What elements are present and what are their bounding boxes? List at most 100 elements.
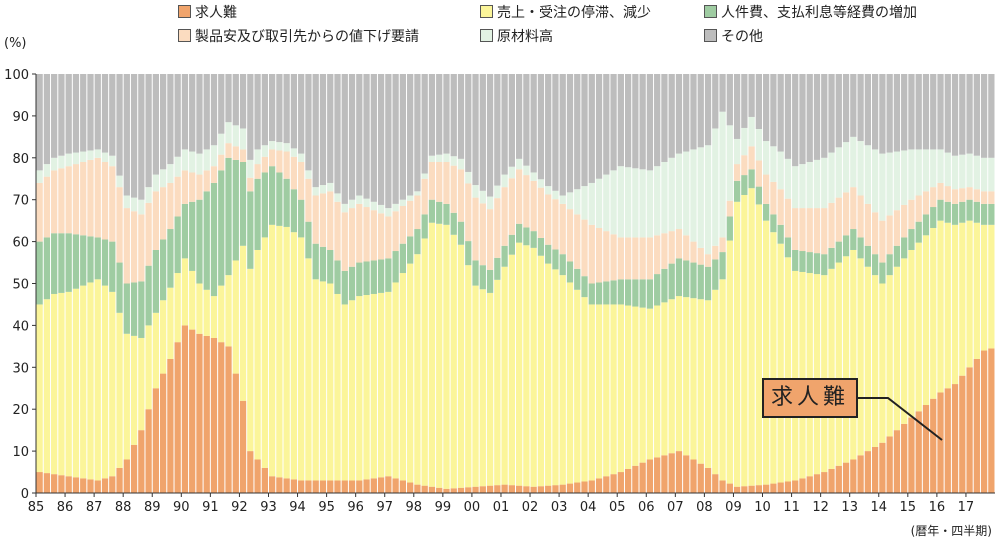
bar-segment <box>479 203 486 266</box>
bar-segment <box>94 149 101 158</box>
bar-segment <box>152 312 160 389</box>
bar-segment <box>116 467 123 493</box>
bar-segment <box>610 280 617 305</box>
bar-segment <box>232 373 239 493</box>
bar-segment <box>160 373 167 493</box>
bar-segment <box>457 221 465 245</box>
bar-segment <box>632 168 639 238</box>
bar-segment <box>966 187 973 200</box>
x-tick-label: 16 <box>929 500 946 515</box>
bar-segment <box>654 305 661 458</box>
bar-segment-other <box>683 74 690 152</box>
x-tick-label: 11 <box>783 500 800 515</box>
bar-segment <box>632 306 639 466</box>
bar-segment <box>167 358 174 493</box>
bar-segment <box>94 237 101 280</box>
bar-segment <box>617 279 624 305</box>
bar-segment <box>857 141 864 196</box>
bar-segment <box>298 480 305 493</box>
bar-segment <box>203 149 210 171</box>
bar-segment <box>508 234 515 255</box>
bar-segment <box>363 261 370 296</box>
bar-segment <box>777 151 784 190</box>
bar-segment <box>101 239 109 286</box>
legend-label: 売上・受注の停滞、減少 <box>497 5 651 21</box>
bar-segment <box>123 208 130 284</box>
bar-segment <box>65 233 72 292</box>
bar-segment <box>646 459 654 493</box>
legend-swatch <box>704 5 717 18</box>
y-tick-label: 100 <box>4 68 29 83</box>
bar-segment <box>232 146 239 160</box>
bar-segment-other <box>232 74 239 126</box>
x-tick-label: 95 <box>318 500 335 515</box>
legend-swatch <box>480 5 493 18</box>
bar-segment <box>821 208 828 255</box>
bar-segment <box>87 479 94 493</box>
bar-segment <box>465 183 472 242</box>
bar-segment <box>363 198 370 208</box>
bar-segment-other <box>501 74 508 175</box>
bar-segment <box>733 138 741 165</box>
bar-segment <box>160 239 167 301</box>
bar-segment <box>261 145 268 157</box>
bar-segment <box>821 254 828 276</box>
bar-segment <box>966 220 973 368</box>
bar-segment <box>864 266 871 452</box>
bar-segment <box>305 221 312 259</box>
bar-segment <box>835 197 842 242</box>
y-tick-label: 50 <box>12 278 29 293</box>
bar-segment-other <box>356 74 363 196</box>
bar-segment <box>472 197 479 261</box>
bar-segment <box>377 204 385 214</box>
bar-segment-other <box>210 74 218 146</box>
bar-segment <box>58 292 65 476</box>
bar-segment <box>603 476 610 493</box>
bar-segment <box>319 193 327 247</box>
bar-segment <box>690 149 697 242</box>
bar-segment <box>639 279 646 308</box>
bar-segment <box>930 149 937 188</box>
bar-segment <box>806 273 813 477</box>
bar-segment <box>915 221 922 243</box>
bar-segment <box>646 308 654 460</box>
bar-segment <box>959 154 966 189</box>
bar-segment-other <box>421 74 428 174</box>
bar-segment <box>225 143 232 158</box>
bar-segment-other <box>189 74 196 152</box>
bar-segment-other <box>915 74 922 150</box>
bar-segment-other <box>399 74 407 200</box>
bar-segment <box>152 249 160 313</box>
bar-segment <box>72 164 80 235</box>
bar-segment <box>850 187 857 230</box>
bar-segment <box>298 237 305 481</box>
bar-segment <box>915 195 922 222</box>
bar-segment-other <box>552 74 559 191</box>
bar-segment-other <box>980 74 988 158</box>
bar-segment <box>654 235 661 275</box>
bar-segment <box>944 152 951 187</box>
bar-segment <box>414 191 421 196</box>
bar-segment <box>777 243 784 483</box>
bar-segment <box>43 237 51 300</box>
bar-segment <box>639 237 646 280</box>
x-tick-label: 94 <box>289 500 306 515</box>
x-tick-label: 90 <box>173 500 190 515</box>
bar-segment <box>167 287 174 359</box>
bar-segment <box>937 220 944 393</box>
bar-segment <box>624 279 632 306</box>
bar-segment <box>755 204 763 486</box>
bar-segment <box>385 291 392 477</box>
bar-segment <box>268 224 276 477</box>
bar-segment <box>828 202 835 248</box>
bar-segment <box>36 170 43 183</box>
bar-segment <box>545 485 552 493</box>
bar-segment <box>341 212 348 271</box>
bar-segment <box>915 411 922 493</box>
bar-segment <box>276 142 283 151</box>
bar-segment-other <box>770 74 777 147</box>
bar-segment <box>937 182 944 200</box>
bar-segment <box>588 283 595 305</box>
bar-segment <box>392 478 399 493</box>
bar-segment <box>290 148 298 157</box>
